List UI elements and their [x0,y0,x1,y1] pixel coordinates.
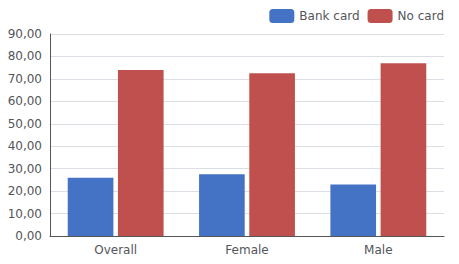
svg-text:Female: Female [225,243,268,257]
svg-text:10,00: 10,00 [8,207,42,221]
svg-text:0,00: 0,00 [15,229,42,243]
svg-text:40,00: 40,00 [8,139,42,153]
svg-text:No card: No card [398,9,444,23]
svg-text:Male: Male [364,243,392,257]
svg-text:Bank card: Bank card [299,9,359,23]
svg-text:90,00: 90,00 [8,27,42,41]
svg-text:50,00: 50,00 [8,117,42,131]
svg-text:80,00: 80,00 [8,49,42,63]
svg-text:Overall: Overall [94,243,137,257]
svg-text:70,00: 70,00 [8,72,42,86]
svg-text:60,00: 60,00 [8,94,42,108]
svg-text:20,00: 20,00 [8,184,42,198]
svg-text:30,00: 30,00 [8,162,42,176]
